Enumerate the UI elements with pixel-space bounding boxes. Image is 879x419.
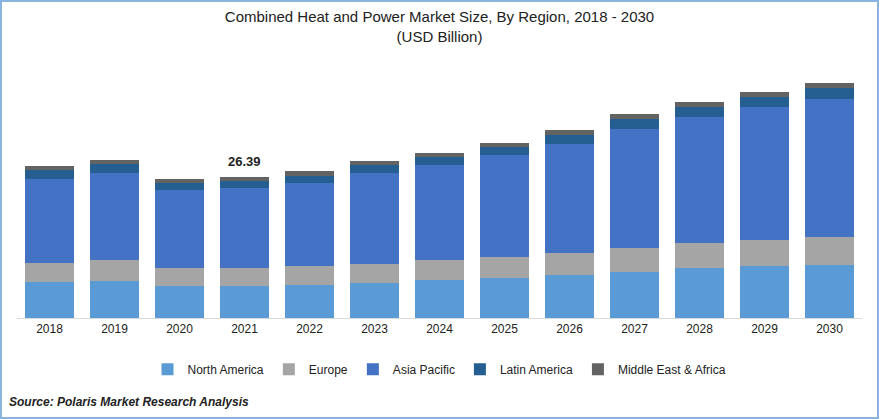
svg-text:Combined Heat and Power Market: Combined Heat and Power Market Size, By … [225, 8, 654, 45]
svg-text:2019: 2019 [101, 322, 128, 336]
svg-text:2026: 2026 [556, 322, 583, 336]
svg-text:2028: 2028 [686, 322, 713, 336]
svg-text:Middle East & Africa: Middle East & Africa [618, 363, 726, 377]
svg-text:2020: 2020 [166, 322, 193, 336]
svg-text:Europe: Europe [309, 363, 348, 377]
svg-text:2027: 2027 [621, 322, 648, 336]
svg-text:26.39: 26.39 [228, 154, 261, 169]
svg-text:2022: 2022 [296, 322, 323, 336]
svg-text:North America: North America [188, 363, 264, 377]
svg-text:2025: 2025 [491, 322, 518, 336]
svg-text:Asia Pacific: Asia Pacific [393, 363, 455, 377]
svg-text:2023: 2023 [361, 322, 388, 336]
svg-text:2021: 2021 [231, 322, 258, 336]
svg-text:2024: 2024 [426, 322, 453, 336]
svg-text:Latin America: Latin America [500, 363, 573, 377]
svg-text:2018: 2018 [36, 322, 63, 336]
svg-text:Source: Polaris Market Researc: Source: Polaris Market Research Analysis [9, 395, 249, 409]
svg-text:2029: 2029 [751, 322, 778, 336]
svg-text:2030: 2030 [816, 322, 843, 336]
